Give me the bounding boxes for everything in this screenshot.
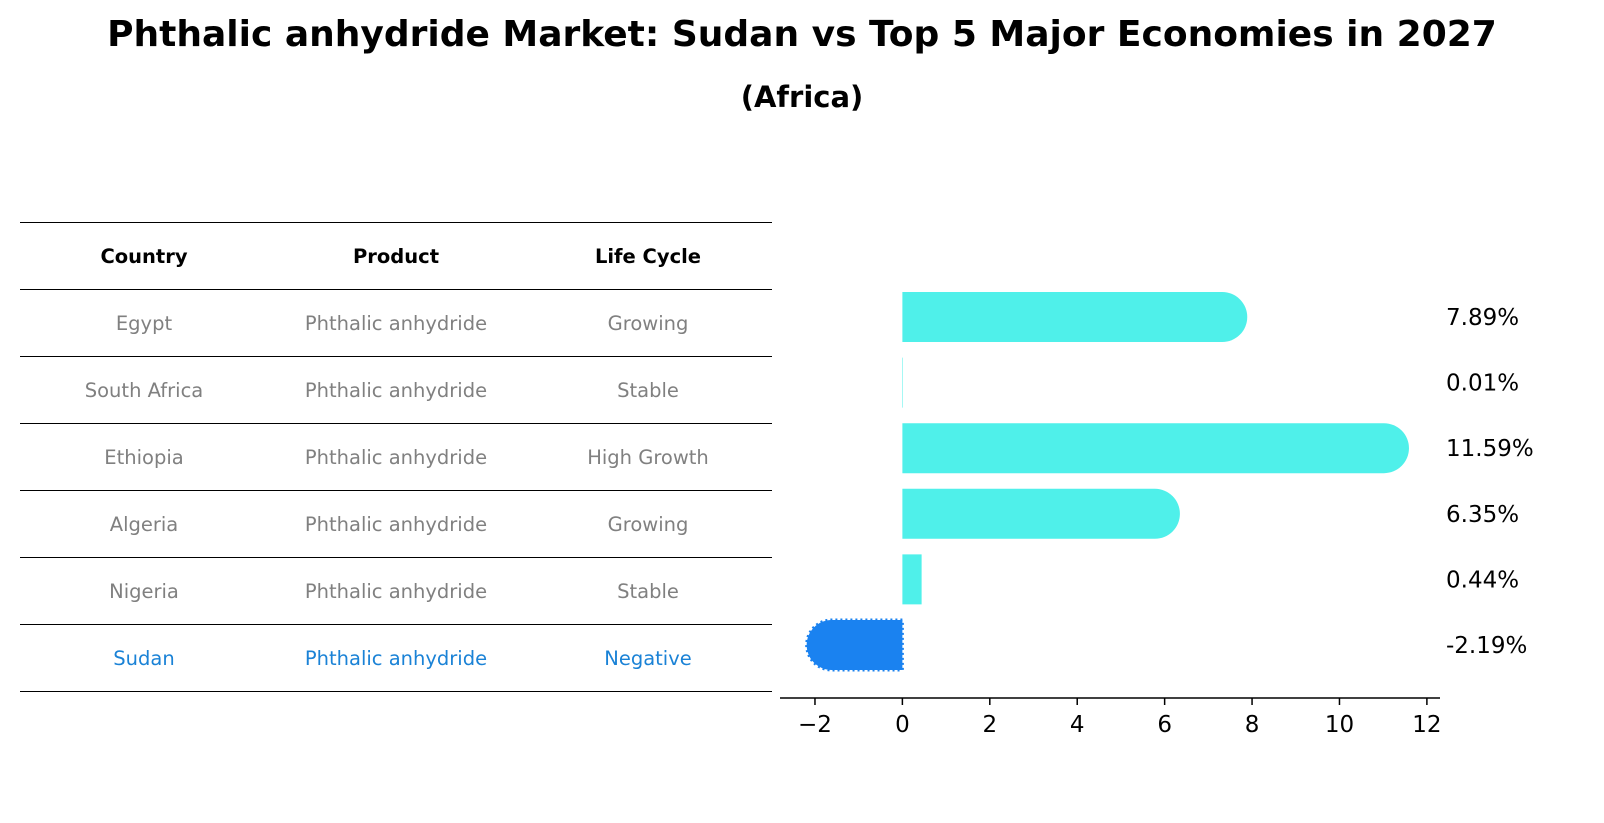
cell-country: Algeria [109,512,179,536]
chart-subtitle: (Africa) [740,80,864,114]
bar-south-africa [902,357,903,408]
cell-life-cycle: Growing [607,512,689,536]
bar-algeria [902,488,1180,539]
table-row: Algeria Phthalic anhydride Growing [20,491,772,558]
cell-life-cycle: Stable [617,378,679,402]
bar-egypt [902,292,1248,342]
cell-product: Phthalic anhydride [304,378,488,402]
table-row: South Africa Phthalic anhydride Stable [20,357,772,424]
cell-life-cycle: Stable [617,579,679,603]
cell-country: Sudan [113,646,175,670]
data-table: Country Product Life Cycle Egypt Phthali… [20,222,772,692]
cell-country: South Africa [84,378,204,402]
data-label: 7.89% [1446,305,1519,331]
chart-title: Phthalic anhydride Market: Sudan vs Top … [107,14,1497,55]
x-tick-label: 2 [982,712,997,738]
cell-product: Phthalic anhydride [304,445,488,469]
table-row-highlight: Sudan Phthalic anhydride Negative [20,625,772,692]
cell-product: Phthalic anhydride [304,311,488,335]
bar-nigeria [902,554,922,605]
bar-ethiopia [902,423,1409,474]
x-tick-label: 4 [1070,712,1085,738]
data-label: 0.44% [1446,567,1519,593]
table-row: Ethiopia Phthalic anhydride High Growth [20,424,772,491]
x-tick-label: 12 [1412,712,1441,738]
data-label: 6.35% [1446,502,1519,528]
table-row: Egypt Phthalic anhydride Growing [20,290,772,357]
cell-product: Phthalic anhydride [304,512,488,536]
cell-life-cycle: High Growth [587,445,709,469]
cell-product: Phthalic anhydride [304,579,488,603]
cell-life-cycle: Negative [604,646,692,670]
data-label: 0.01% [1446,371,1519,397]
header-product: Product [352,244,440,268]
header-life-cycle: Life Cycle [594,244,702,268]
bar-chart: 7.89% 0.01% 11.59% 6.35% 0.44% -2.19% −2 0 2 4 6 8 1… [780,292,1534,738]
table-row: Nigeria Phthalic anhydride Stable [20,558,772,625]
cell-country: Ethiopia [104,445,184,469]
x-tick-label: 10 [1325,712,1354,738]
x-tick-label: 6 [1157,712,1172,738]
table-header-row: Country Product Life Cycle [20,222,772,290]
bar-sudan [805,618,904,672]
x-tick-label: 8 [1245,712,1260,738]
header-country: Country [100,244,188,268]
x-tick-label: −2 [798,712,832,738]
cell-life-cycle: Growing [607,311,689,335]
data-label: -2.19% [1446,633,1527,659]
data-label: 11.59% [1446,436,1534,462]
cell-country: Nigeria [109,579,179,603]
cell-country: Egypt [115,311,173,335]
x-tick-label: 0 [895,712,910,738]
cell-product: Phthalic anhydride [304,646,488,670]
